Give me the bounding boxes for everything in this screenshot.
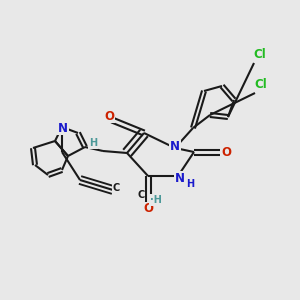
Text: N: N — [175, 172, 185, 184]
Text: Cl: Cl — [254, 49, 266, 62]
Text: Cl: Cl — [255, 79, 267, 92]
Text: N: N — [170, 140, 180, 154]
Text: O: O — [104, 110, 114, 122]
Text: H: H — [89, 138, 97, 148]
Text: N: N — [58, 122, 68, 134]
Text: H: H — [186, 179, 194, 189]
Text: ·H: ·H — [150, 195, 162, 205]
Text: O: O — [221, 146, 231, 158]
Text: C: C — [112, 183, 120, 193]
Text: O: O — [143, 202, 153, 215]
Text: C: C — [137, 190, 145, 200]
